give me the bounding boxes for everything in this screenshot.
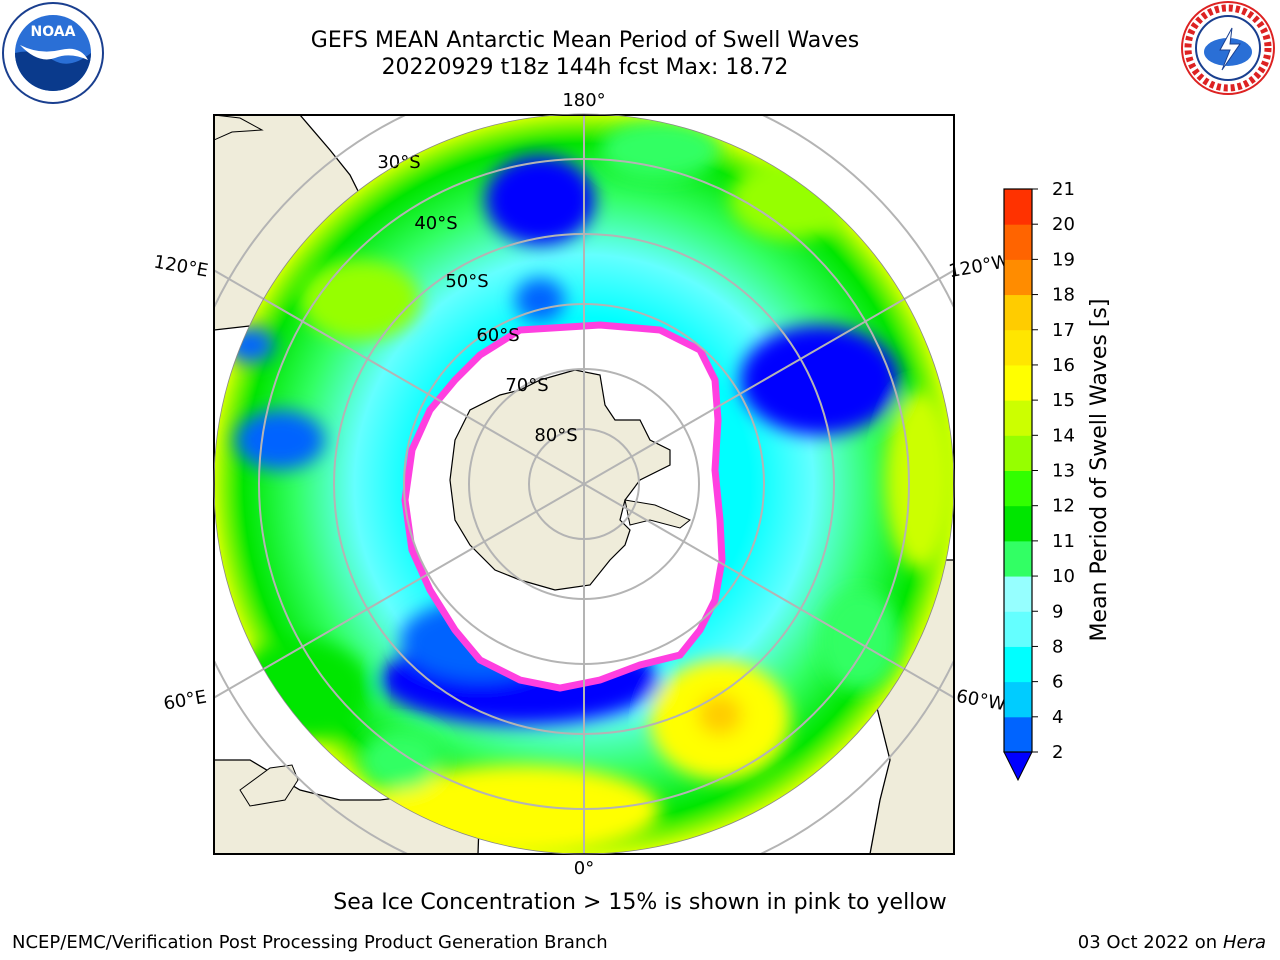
lat-label-40s: 40°S — [414, 213, 457, 234]
colorbar-tick-label: 13 — [1052, 461, 1075, 482]
meridian-60w — [583, 483, 954, 699]
swell-period-field — [214, 114, 954, 854]
antarctic-peninsula-land — [624, 499, 691, 529]
colorbar-segment — [1004, 505, 1032, 542]
lon-label-60w: 60°W — [955, 686, 1008, 715]
footer-date-text: 03 Oct 2022 on — [1077, 932, 1223, 953]
meridian-120e — [214, 269, 585, 485]
colorbar-tick-label: 20 — [1052, 214, 1075, 235]
lon-label-180: 180° — [562, 90, 605, 111]
colorbar-label: Mean Period of Swell Waves [s] — [1087, 299, 1112, 642]
colorbar-segment — [1004, 364, 1032, 401]
meridian-120w — [583, 269, 954, 485]
colorbar-tick-label: 12 — [1052, 496, 1075, 517]
footer-credit: NCEP/EMC/Verification Post Processing Pr… — [12, 932, 608, 953]
lon-label-0: 0° — [574, 858, 594, 879]
colorbar-segment — [1004, 470, 1032, 507]
colorbar-tick-label: 11 — [1052, 531, 1075, 552]
lon-label-60e: 60°E — [162, 686, 208, 714]
colorbar-tick-label: 19 — [1052, 249, 1075, 270]
nws-logo — [1181, 1, 1275, 95]
colorbar-tick-label: 6 — [1052, 672, 1063, 693]
colorbar-segment — [1004, 329, 1032, 366]
colorbar-tick-label: 8 — [1052, 636, 1063, 657]
colorbar-tick-label: 2 — [1052, 742, 1063, 763]
colorbar-tick-label: 16 — [1052, 355, 1075, 376]
colorbar-tick-label: 17 — [1052, 320, 1075, 341]
australia-edge-land — [214, 115, 264, 141]
colorbar-segment — [1004, 435, 1032, 471]
chart-subtitle: 20220929 t18z 144h fcst Max: 18.72 — [381, 55, 789, 80]
colorbar-tick-label: 9 — [1052, 601, 1063, 622]
colorbar-tick-label: 4 — [1052, 707, 1063, 728]
colorbar-segment — [1004, 611, 1032, 647]
lon-label-120e: 120°E — [152, 251, 210, 281]
colorbar-segment — [1004, 400, 1032, 436]
colorbar-segment — [1004, 224, 1032, 260]
graticule — [214, 115, 954, 854]
meridian-60e — [214, 483, 585, 699]
colorbar-tick-label: 14 — [1052, 425, 1075, 446]
colorbar-extend-min — [1003, 751, 1033, 782]
colorbar-segment — [1004, 259, 1032, 296]
colorbar-segment — [1004, 681, 1032, 718]
colorbar-segment — [1004, 540, 1032, 577]
colorbar-segment — [1004, 716, 1032, 753]
colorbar-segment — [1004, 294, 1032, 331]
colorbar-segment — [1004, 646, 1032, 683]
colorbar-tick-label: 10 — [1052, 566, 1075, 587]
colorbar-tick-label: 18 — [1052, 285, 1075, 306]
lat-label-70s: 70°S — [505, 375, 548, 396]
colorbar: 2 4 6 8 9 10 11 12 13 14 15 16 17 18 19 20 21 — [1003, 179, 1075, 782]
madagascar-land — [239, 764, 299, 807]
lon-label-120w: 120°W — [947, 251, 1011, 282]
colorbar-segment — [1004, 189, 1032, 225]
sea-ice-caption: Sea Ice Concentration > 15% is shown in … — [333, 890, 947, 915]
footer-host: Hera — [1222, 932, 1266, 953]
chart-title: GEFS MEAN Antarctic Mean Period of Swell… — [310, 28, 860, 53]
footer-date: 03 Oct 2022 on Hera — [1078, 932, 1266, 953]
colorbar-tick-label: 21 — [1052, 179, 1075, 200]
colorbar-segment — [1004, 576, 1032, 612]
noaa-logo: NOAA — [2, 2, 104, 104]
map-boundary-circle — [213, 113, 955, 855]
noaa-logo-text: NOAA — [31, 24, 76, 40]
colorbar-tick-label: 15 — [1052, 390, 1075, 411]
lat-label-60s: 60°S — [476, 325, 519, 346]
lat-label-80s: 80°S — [534, 425, 577, 446]
antarctica-land — [449, 369, 671, 591]
lat-label-50s: 50°S — [445, 271, 488, 292]
